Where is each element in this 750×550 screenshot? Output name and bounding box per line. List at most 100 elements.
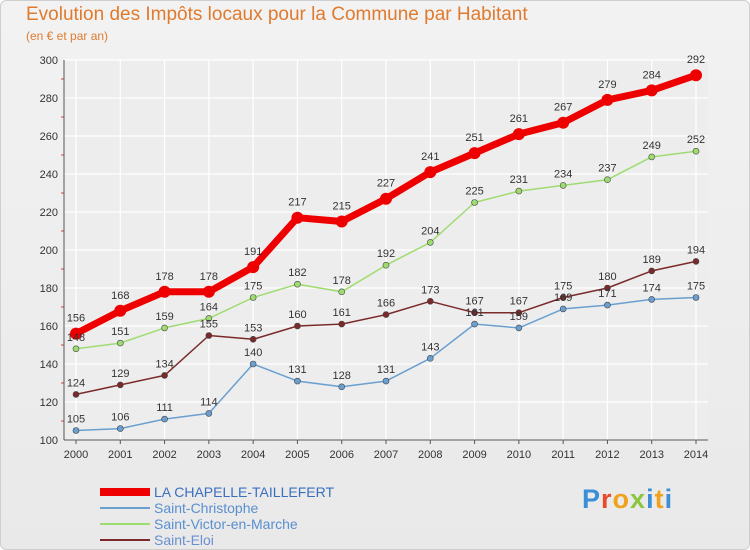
data-label: 166 — [377, 298, 395, 310]
data-label: 148 — [67, 332, 85, 344]
data-label: 279 — [598, 79, 616, 91]
legend-swatch — [100, 507, 150, 509]
data-point — [648, 267, 656, 275]
x-tick-label: 2014 — [684, 449, 708, 461]
data-label: 237 — [598, 163, 616, 175]
y-tick-label: 260 — [40, 131, 58, 143]
data-point — [648, 153, 656, 161]
data-point — [382, 311, 390, 318]
chart-subtitle: (en € et par an) — [26, 29, 109, 43]
data-label: 128 — [333, 370, 351, 382]
x-tick-label: 2003 — [197, 449, 221, 461]
data-label: 182 — [288, 267, 306, 279]
data-point — [202, 285, 215, 298]
data-point — [338, 383, 346, 391]
data-point — [559, 182, 567, 189]
data-label: 251 — [465, 132, 483, 144]
series-lines — [70, 69, 702, 434]
data-label: 161 — [465, 307, 483, 319]
data-point — [249, 294, 257, 301]
data-label: 215 — [333, 201, 351, 213]
data-point — [604, 176, 611, 183]
x-tick-label: 2010 — [507, 449, 531, 461]
x-tick-label: 2008 — [418, 449, 442, 461]
data-point — [559, 294, 567, 301]
legend-label: Saint-Eloi — [154, 532, 214, 548]
data-point — [116, 339, 124, 347]
data-point — [72, 427, 80, 434]
data-point — [205, 332, 213, 339]
data-label: 124 — [67, 377, 85, 389]
legend-swatch — [100, 488, 150, 496]
data-point — [161, 372, 168, 379]
data-label: 175 — [244, 281, 262, 293]
data-point — [72, 345, 80, 353]
y-tick-label: 120 — [40, 397, 58, 409]
data-label: 171 — [598, 288, 616, 300]
data-label: 114 — [200, 396, 218, 408]
y-tick-label: 100 — [40, 435, 58, 447]
data-point — [515, 324, 523, 332]
data-point — [382, 377, 390, 385]
data-label: 160 — [288, 309, 306, 321]
x-tick-label: 2012 — [595, 449, 619, 461]
x-tick-label: 2009 — [462, 449, 486, 461]
data-point — [426, 297, 434, 305]
data-label: 153 — [244, 322, 262, 334]
data-label: 106 — [111, 412, 129, 424]
data-label: 169 — [554, 292, 572, 304]
data-point — [114, 304, 127, 317]
y-tick-label: 200 — [40, 245, 58, 257]
data-label: 151 — [111, 326, 129, 338]
data-label: 131 — [377, 364, 395, 376]
legend-label: Saint-Victor-en-Marche — [154, 516, 298, 532]
data-point — [468, 147, 481, 160]
data-point — [116, 381, 124, 389]
data-label: 175 — [554, 281, 572, 293]
data-label: 191 — [244, 246, 262, 258]
data-label: 292 — [687, 54, 705, 66]
y-tick-label: 140 — [40, 359, 58, 371]
data-label: 178 — [200, 271, 218, 283]
data-point — [557, 116, 570, 129]
data-label: 111 — [156, 402, 173, 414]
data-point — [247, 261, 260, 274]
data-point — [161, 415, 168, 423]
data-label: 129 — [111, 368, 129, 380]
data-point — [382, 261, 390, 269]
data-point — [426, 239, 434, 246]
data-label: 167 — [510, 296, 528, 308]
x-tick-label: 2011 — [551, 449, 575, 461]
data-label: 234 — [554, 168, 572, 180]
x-tick-label: 2006 — [329, 449, 353, 461]
data-label: 140 — [244, 347, 262, 359]
data-point — [249, 360, 257, 368]
data-label: 189 — [643, 254, 661, 266]
data-label: 252 — [687, 134, 705, 146]
legend-swatch — [100, 539, 150, 541]
y-tick-label: 280 — [40, 93, 58, 105]
data-point — [426, 354, 434, 362]
data-point — [692, 147, 700, 155]
axes: 100 120 140 160 180 200 220 240 260 280 300 2000 200… — [40, 55, 709, 461]
data-label: 227 — [377, 178, 395, 190]
data-label: 161 — [333, 307, 351, 319]
data-point — [294, 377, 301, 385]
data-point — [424, 166, 437, 179]
data-point — [512, 128, 525, 141]
data-point — [205, 315, 213, 322]
data-point — [158, 285, 171, 298]
data-point — [471, 309, 478, 317]
data-label: 168 — [111, 290, 129, 302]
x-tick-label: 2013 — [639, 449, 663, 461]
y-tick-label: 180 — [40, 283, 58, 295]
data-label: 217 — [288, 197, 306, 209]
data-point — [338, 288, 346, 296]
y-tick-label: 160 — [40, 321, 58, 333]
x-tick-label: 2000 — [64, 449, 88, 461]
data-point — [294, 322, 301, 330]
data-label: 204 — [421, 225, 439, 237]
legend-label: LA CHAPELLE-TAILLEFERT — [154, 484, 334, 500]
data-label: 105 — [67, 414, 85, 426]
data-label: 164 — [200, 301, 218, 313]
